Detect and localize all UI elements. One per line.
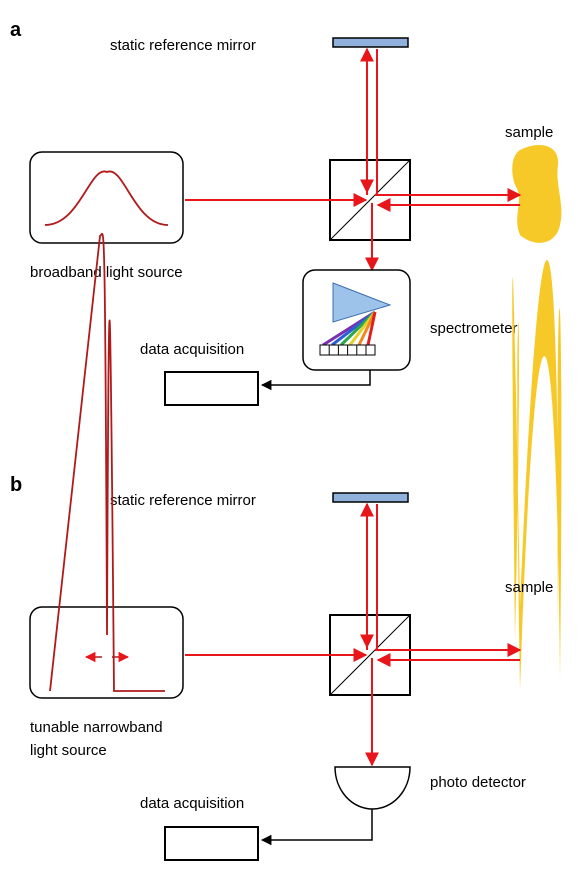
- sample-label: sample: [505, 579, 553, 596]
- spectrum-curve: [49, 232, 165, 692]
- prism: [332, 282, 392, 323]
- mirror-label: static reference mirror: [110, 492, 256, 509]
- spectrum-curve: [44, 170, 169, 226]
- source-label: tunable narrowband: [30, 719, 163, 736]
- mirror: [332, 492, 409, 503]
- sample: [512, 145, 562, 243]
- acquisition-box: [164, 826, 259, 861]
- source-label: broadband light source: [30, 264, 183, 281]
- acquisition-box: [164, 371, 259, 406]
- acquisition-label: data acquisition: [140, 341, 244, 358]
- detector-label: photo detector: [430, 774, 526, 791]
- acquisition-label: data acquisition: [140, 795, 244, 812]
- dispersed-ray: [366, 311, 377, 346]
- detector-label: spectrometer: [430, 320, 518, 337]
- splitter-diagonal: [329, 614, 411, 696]
- sample: [512, 259, 562, 690]
- signal-arrow: [260, 809, 373, 846]
- photo-detector: [334, 766, 411, 810]
- panel-label: b: [10, 474, 22, 496]
- panel-label: a: [10, 19, 22, 41]
- source-label: light source: [30, 742, 107, 759]
- mirror: [332, 37, 409, 48]
- sample-label: sample: [505, 124, 553, 141]
- mirror-label: static reference mirror: [110, 37, 256, 54]
- splitter-diagonal: [329, 159, 411, 241]
- light-source: [29, 151, 184, 244]
- signal-arrow: [260, 370, 371, 391]
